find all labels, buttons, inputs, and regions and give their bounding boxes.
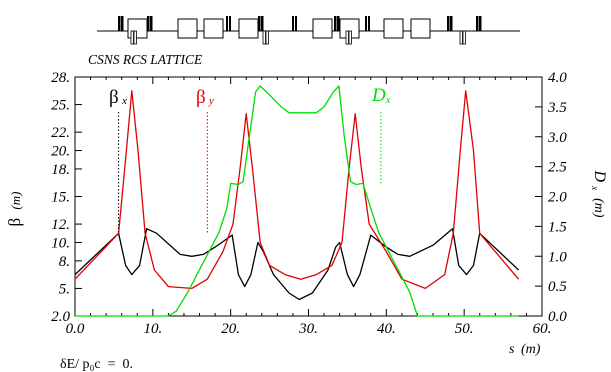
quadrupole-defocusing [345,30,349,45]
x-axis-label-main: s [509,342,515,357]
lattice-element-diagram [97,16,520,45]
y-left-tick-label: 28. [51,70,70,86]
svg-text:D x (m): D x (m) [588,170,608,218]
corrector-element [292,16,294,31]
quadrupole-focusing [147,16,150,31]
dipole-element [383,18,404,39]
legend-betax-main: β [109,87,119,108]
y-left-tick-label: 25. [51,98,70,114]
series-line-dx [75,85,519,317]
quadrupole-focusing [479,16,482,31]
x-tick-label: 30. [298,321,318,337]
quadrupole-defocusing [459,30,463,45]
dipole-element [203,18,224,39]
quadrupole-focusing [150,16,153,31]
y-left-axis-label-main: β [5,218,24,227]
x-tick-label: 20. [221,321,240,337]
dipole-element [312,18,333,39]
x-tick-label: 0.0 [66,321,85,337]
axis-ticks: 0.0 10. 20. 30. 40. 50. 60. 2.0 5. 8. 10. 12. 15. 18.… [51,70,567,337]
quadrupole-defocusing [130,30,134,45]
svg-text:β (m): β (m) [5,192,24,227]
legend-dx-main: D [371,85,386,106]
corrector-element [368,16,370,31]
quadrupole-defocusing [348,30,352,45]
y-right-tick-label: 3.5 [547,100,567,116]
x-tick-label: 10. [143,321,162,337]
y-right-tick-label: 4.0 [548,70,567,86]
y-right-tick-label: 3.0 [547,130,567,146]
y-right-axis-label-sub: x [590,185,600,190]
legend-betay: β y [196,87,214,108]
y-right-tick-label: 2.5 [548,160,567,176]
x-tick-label: 40. [377,321,396,337]
y-left-tick-label: 5. [59,281,70,297]
y-left-tick-label: 15. [51,190,70,206]
quadrupole-focusing [450,16,453,31]
series-line-betax [74,228,520,301]
corrector-element [295,16,297,31]
quadrupole-focusing [476,16,479,31]
x-axis-label-unit: (m) [521,342,541,357]
y-right-tick-label: 0.5 [548,279,567,295]
legend-betay-main: β [196,87,206,108]
quadrupole-focusing [121,16,124,31]
x-axis-label: s (m) [509,342,541,357]
corrector-element [226,16,228,31]
series-line-betay [74,90,520,290]
quadrupole-focusing [258,16,261,31]
y-right-axis-label-main: D [591,170,608,183]
y-right-axis-label-unit: (m) [591,198,606,218]
corrector-element [365,16,367,31]
quadrupole-defocusing [262,30,266,45]
legend-betax-sub: x [121,95,127,107]
y-left-tick-label: 12. [51,217,70,233]
dipole-element [238,18,259,39]
quadrupole-focusing [334,16,337,31]
quadrupole-focusing [118,16,121,31]
energy-deviation-note: δE/ p₀c = 0. [60,357,133,372]
corrector-element [229,16,231,31]
y-right-axis-label: D x (m) [588,170,608,218]
x-tick-label: 50. [455,321,474,337]
legend-betax: β x [109,87,127,108]
y-right-tick-label: 0.0 [548,309,567,325]
y-left-tick-label: 10. [51,235,70,251]
quadrupole-defocusing [133,30,137,45]
data-curves [74,85,520,317]
quadrupole-focusing [261,16,264,31]
y-left-axis-label-unit: (m) [8,192,23,210]
chart-title: CSNS RCS LATTICE [88,52,203,67]
y-left-tick-label: 22. [51,125,70,141]
label-marker-lines [118,112,382,234]
quadrupole-focusing [447,16,450,31]
y-right-tick-label: 2.0 [548,190,567,206]
y-right-tick-label: 1.0 [548,249,567,265]
legend-dx-sub: x [385,95,391,106]
x-tick-label: 60. [533,321,552,337]
y-right-tick-label: 1.5 [548,219,567,235]
y-left-axis-label: β (m) [5,192,24,227]
quadrupole-defocusing [462,30,466,45]
legend-betay-sub: y [208,95,214,107]
quadrupole-defocusing [265,30,269,45]
quadrupole-focusing [337,16,340,31]
y-left-tick-label: 18. [51,162,70,178]
legend-dx: D x [371,85,391,106]
y-left-tick-label: 8. [59,254,70,270]
y-left-tick-label: 20. [51,144,70,160]
dipole-element [410,18,431,39]
y-left-tick-label: 2.0 [51,309,70,325]
dipole-element [177,18,198,39]
